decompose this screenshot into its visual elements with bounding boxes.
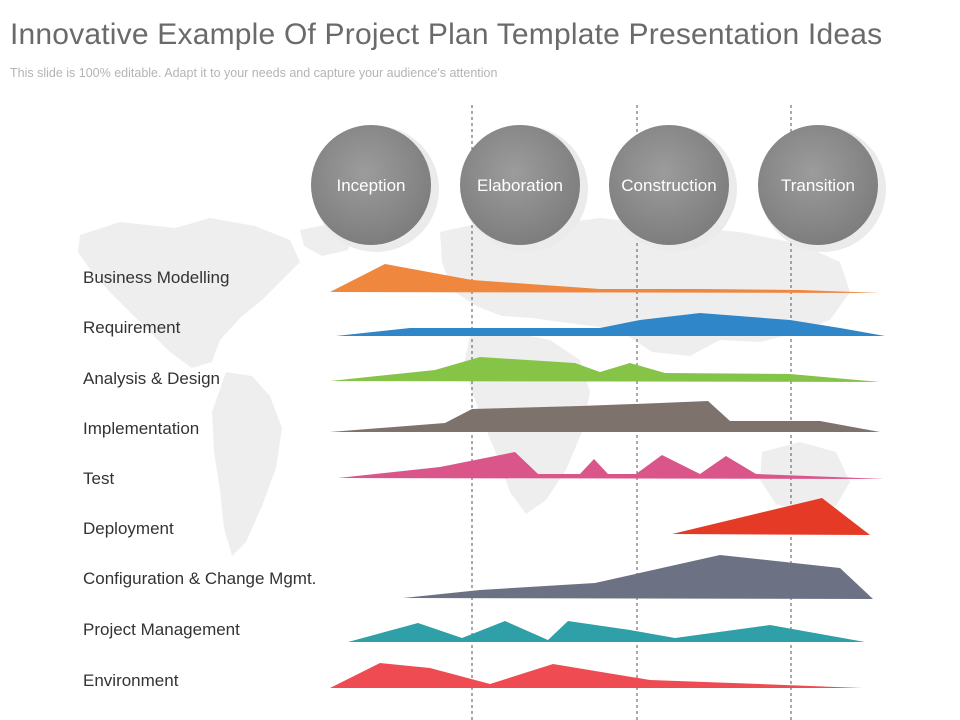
discipline-humps <box>330 264 885 688</box>
slide-title: Innovative Example Of Project Plan Templ… <box>10 18 883 51</box>
row-label-business-modelling: Business Modelling <box>83 268 229 287</box>
row-label-test: Test <box>83 469 114 488</box>
row-label-deployment: Deployment <box>83 519 174 538</box>
row-label-analysis-design: Analysis & Design <box>83 369 220 388</box>
phase-circle-construction <box>609 125 729 245</box>
hump-analysis-design <box>330 357 880 382</box>
phase-circle-transition <box>758 125 878 245</box>
discipline-labels: Business Modelling Requirement Analysis … <box>83 268 316 690</box>
phase-label-construction: Construction <box>621 176 716 195</box>
row-label-project-management: Project Management <box>83 620 240 639</box>
hump-requirement <box>336 313 885 336</box>
hump-test <box>338 452 885 479</box>
phase-circle-elaboration <box>460 125 580 245</box>
hump-configuration-change-mgmt <box>403 555 873 599</box>
phase-circle-group-4: Transition <box>758 125 886 252</box>
hump-project-management <box>348 621 865 642</box>
row-label-environment: Environment <box>83 671 179 690</box>
phase-circle-group-3: Construction <box>609 125 737 252</box>
row-label-implementation: Implementation <box>83 419 199 438</box>
hump-business-modelling <box>330 264 880 293</box>
phase-circle-inception <box>311 125 431 245</box>
hump-environment <box>330 663 862 688</box>
row-label-requirement: Requirement <box>83 318 181 337</box>
phase-label-elaboration: Elaboration <box>477 176 563 195</box>
hump-deployment <box>672 498 870 535</box>
phase-circle-group-2: Elaboration <box>460 125 588 252</box>
hump-implementation <box>330 401 880 432</box>
row-label-configuration-change-mgmt: Configuration & Change Mgmt. <box>83 569 316 588</box>
phase-label-transition: Transition <box>781 176 855 195</box>
phase-circle-group-1: Inception <box>311 125 439 252</box>
phase-label-inception: Inception <box>337 176 406 195</box>
slide-subtitle: This slide is 100% editable. Adapt it to… <box>10 66 498 80</box>
